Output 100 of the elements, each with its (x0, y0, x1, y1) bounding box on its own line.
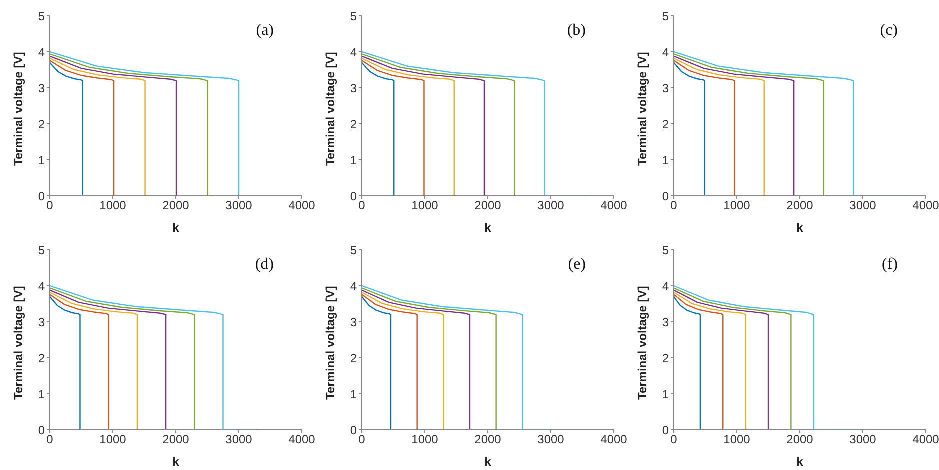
line-series (674, 294, 724, 430)
y-tick-label: 4 (350, 279, 358, 294)
x-tick-label: 3000 (226, 198, 253, 213)
x-tick-label: 3000 (538, 198, 565, 213)
line-series (362, 292, 444, 430)
y-tick-label: 5 (38, 243, 46, 258)
annotation: (b) (567, 22, 586, 40)
y-tick-label: 4 (662, 279, 670, 294)
line-series (362, 294, 418, 430)
annotation: (e) (568, 256, 586, 274)
line-series (674, 296, 702, 430)
y-tick-label: 1 (662, 153, 670, 168)
x-tick-label: 4000 (288, 432, 316, 447)
line-series (674, 58, 765, 196)
annotation: (c) (880, 22, 898, 40)
line-series (50, 290, 167, 430)
line-series (362, 62, 395, 196)
line-series (362, 56, 486, 196)
x-tick-label: 2000 (474, 198, 502, 213)
line-series (674, 54, 824, 196)
line-series (674, 288, 792, 430)
line-series (674, 62, 706, 196)
x-tick-label: 1000 (724, 198, 751, 213)
y-tick-label: 5 (662, 9, 670, 24)
y-tick-label: 3 (350, 81, 358, 96)
y-tick-label: 4 (350, 45, 358, 60)
y-tick-label: 2 (38, 351, 46, 366)
y-tick-label: 4 (38, 279, 46, 294)
x-axis-title: k (796, 455, 804, 469)
x-tick-label: 2000 (786, 432, 814, 447)
annotation: (d) (255, 256, 274, 274)
y-tick-label: 4 (662, 45, 670, 60)
y-tick-label: 0 (662, 423, 670, 438)
line-series (362, 290, 471, 430)
x-tick-label: 2000 (162, 432, 190, 447)
x-tick-label: 1000 (100, 432, 127, 447)
x-axis-title: k (484, 455, 492, 469)
y-tick-label: 1 (38, 153, 46, 168)
x-tick-label: 1000 (724, 432, 751, 447)
x-tick-label: 4000 (912, 432, 939, 447)
y-tick-label: 1 (350, 387, 358, 402)
y-tick-label: 3 (350, 315, 358, 330)
line-series (362, 54, 516, 196)
y-tick-label: 0 (662, 189, 670, 204)
y-tick-label: 5 (662, 243, 670, 258)
x-axis-title: k (172, 221, 180, 235)
y-tick-label: 2 (350, 117, 358, 132)
line-series (674, 60, 736, 196)
x-tick-label: 3000 (538, 432, 565, 447)
x-tick-label: 2000 (162, 198, 190, 213)
x-tick-label: 3000 (850, 198, 877, 213)
y-tick-label: 2 (38, 117, 46, 132)
x-tick-label: 4000 (288, 198, 316, 213)
line-series (362, 288, 497, 430)
line-series (50, 294, 110, 430)
line-series (362, 60, 425, 196)
line-series (362, 58, 455, 196)
x-axis-title: k (796, 221, 804, 235)
y-tick-label: 0 (38, 423, 46, 438)
annotation: (f) (882, 256, 898, 274)
line-series (50, 296, 81, 430)
x-tick-label: 1000 (412, 198, 439, 213)
y-tick-label: 5 (38, 9, 46, 24)
y-tick-label: 3 (662, 315, 670, 330)
line-series (50, 51, 240, 196)
line-series (50, 292, 138, 430)
line-series (362, 296, 392, 430)
x-tick-label: 4000 (600, 198, 628, 213)
y-axis-title: Terminal voltage [V] (635, 52, 650, 166)
line-series (50, 58, 146, 196)
line-series (50, 60, 115, 196)
line-series (674, 292, 746, 430)
x-tick-label: 3000 (226, 432, 253, 447)
x-tick-label: 4000 (912, 198, 939, 213)
y-axis-title: Terminal voltage [V] (11, 52, 26, 166)
y-axis-title: Terminal voltage [V] (323, 52, 338, 166)
y-tick-label: 1 (350, 153, 358, 168)
y-tick-label: 5 (350, 9, 358, 24)
x-tick-label: 3000 (850, 432, 877, 447)
y-tick-label: 0 (350, 423, 358, 438)
y-tick-label: 2 (662, 351, 670, 366)
x-axis-title: k (484, 221, 492, 235)
x-tick-label: 1000 (412, 432, 439, 447)
line-series (50, 54, 208, 196)
y-tick-label: 3 (662, 81, 670, 96)
y-axis-title: Terminal voltage [V] (635, 286, 650, 400)
x-tick-label: 1000 (100, 198, 127, 213)
x-tick-label: 2000 (474, 432, 502, 447)
line-series (674, 56, 795, 196)
line-series (50, 288, 196, 430)
x-tick-label: 2000 (786, 198, 814, 213)
y-tick-label: 2 (350, 351, 358, 366)
line-series (50, 62, 84, 196)
y-tick-label: 0 (350, 189, 358, 204)
x-axis-title: k (172, 455, 180, 469)
y-tick-label: 5 (350, 243, 358, 258)
y-tick-label: 3 (38, 81, 46, 96)
x-tick-label: 4000 (600, 432, 628, 447)
y-tick-label: 0 (38, 189, 46, 204)
y-axis-title: Terminal voltage [V] (11, 286, 26, 400)
